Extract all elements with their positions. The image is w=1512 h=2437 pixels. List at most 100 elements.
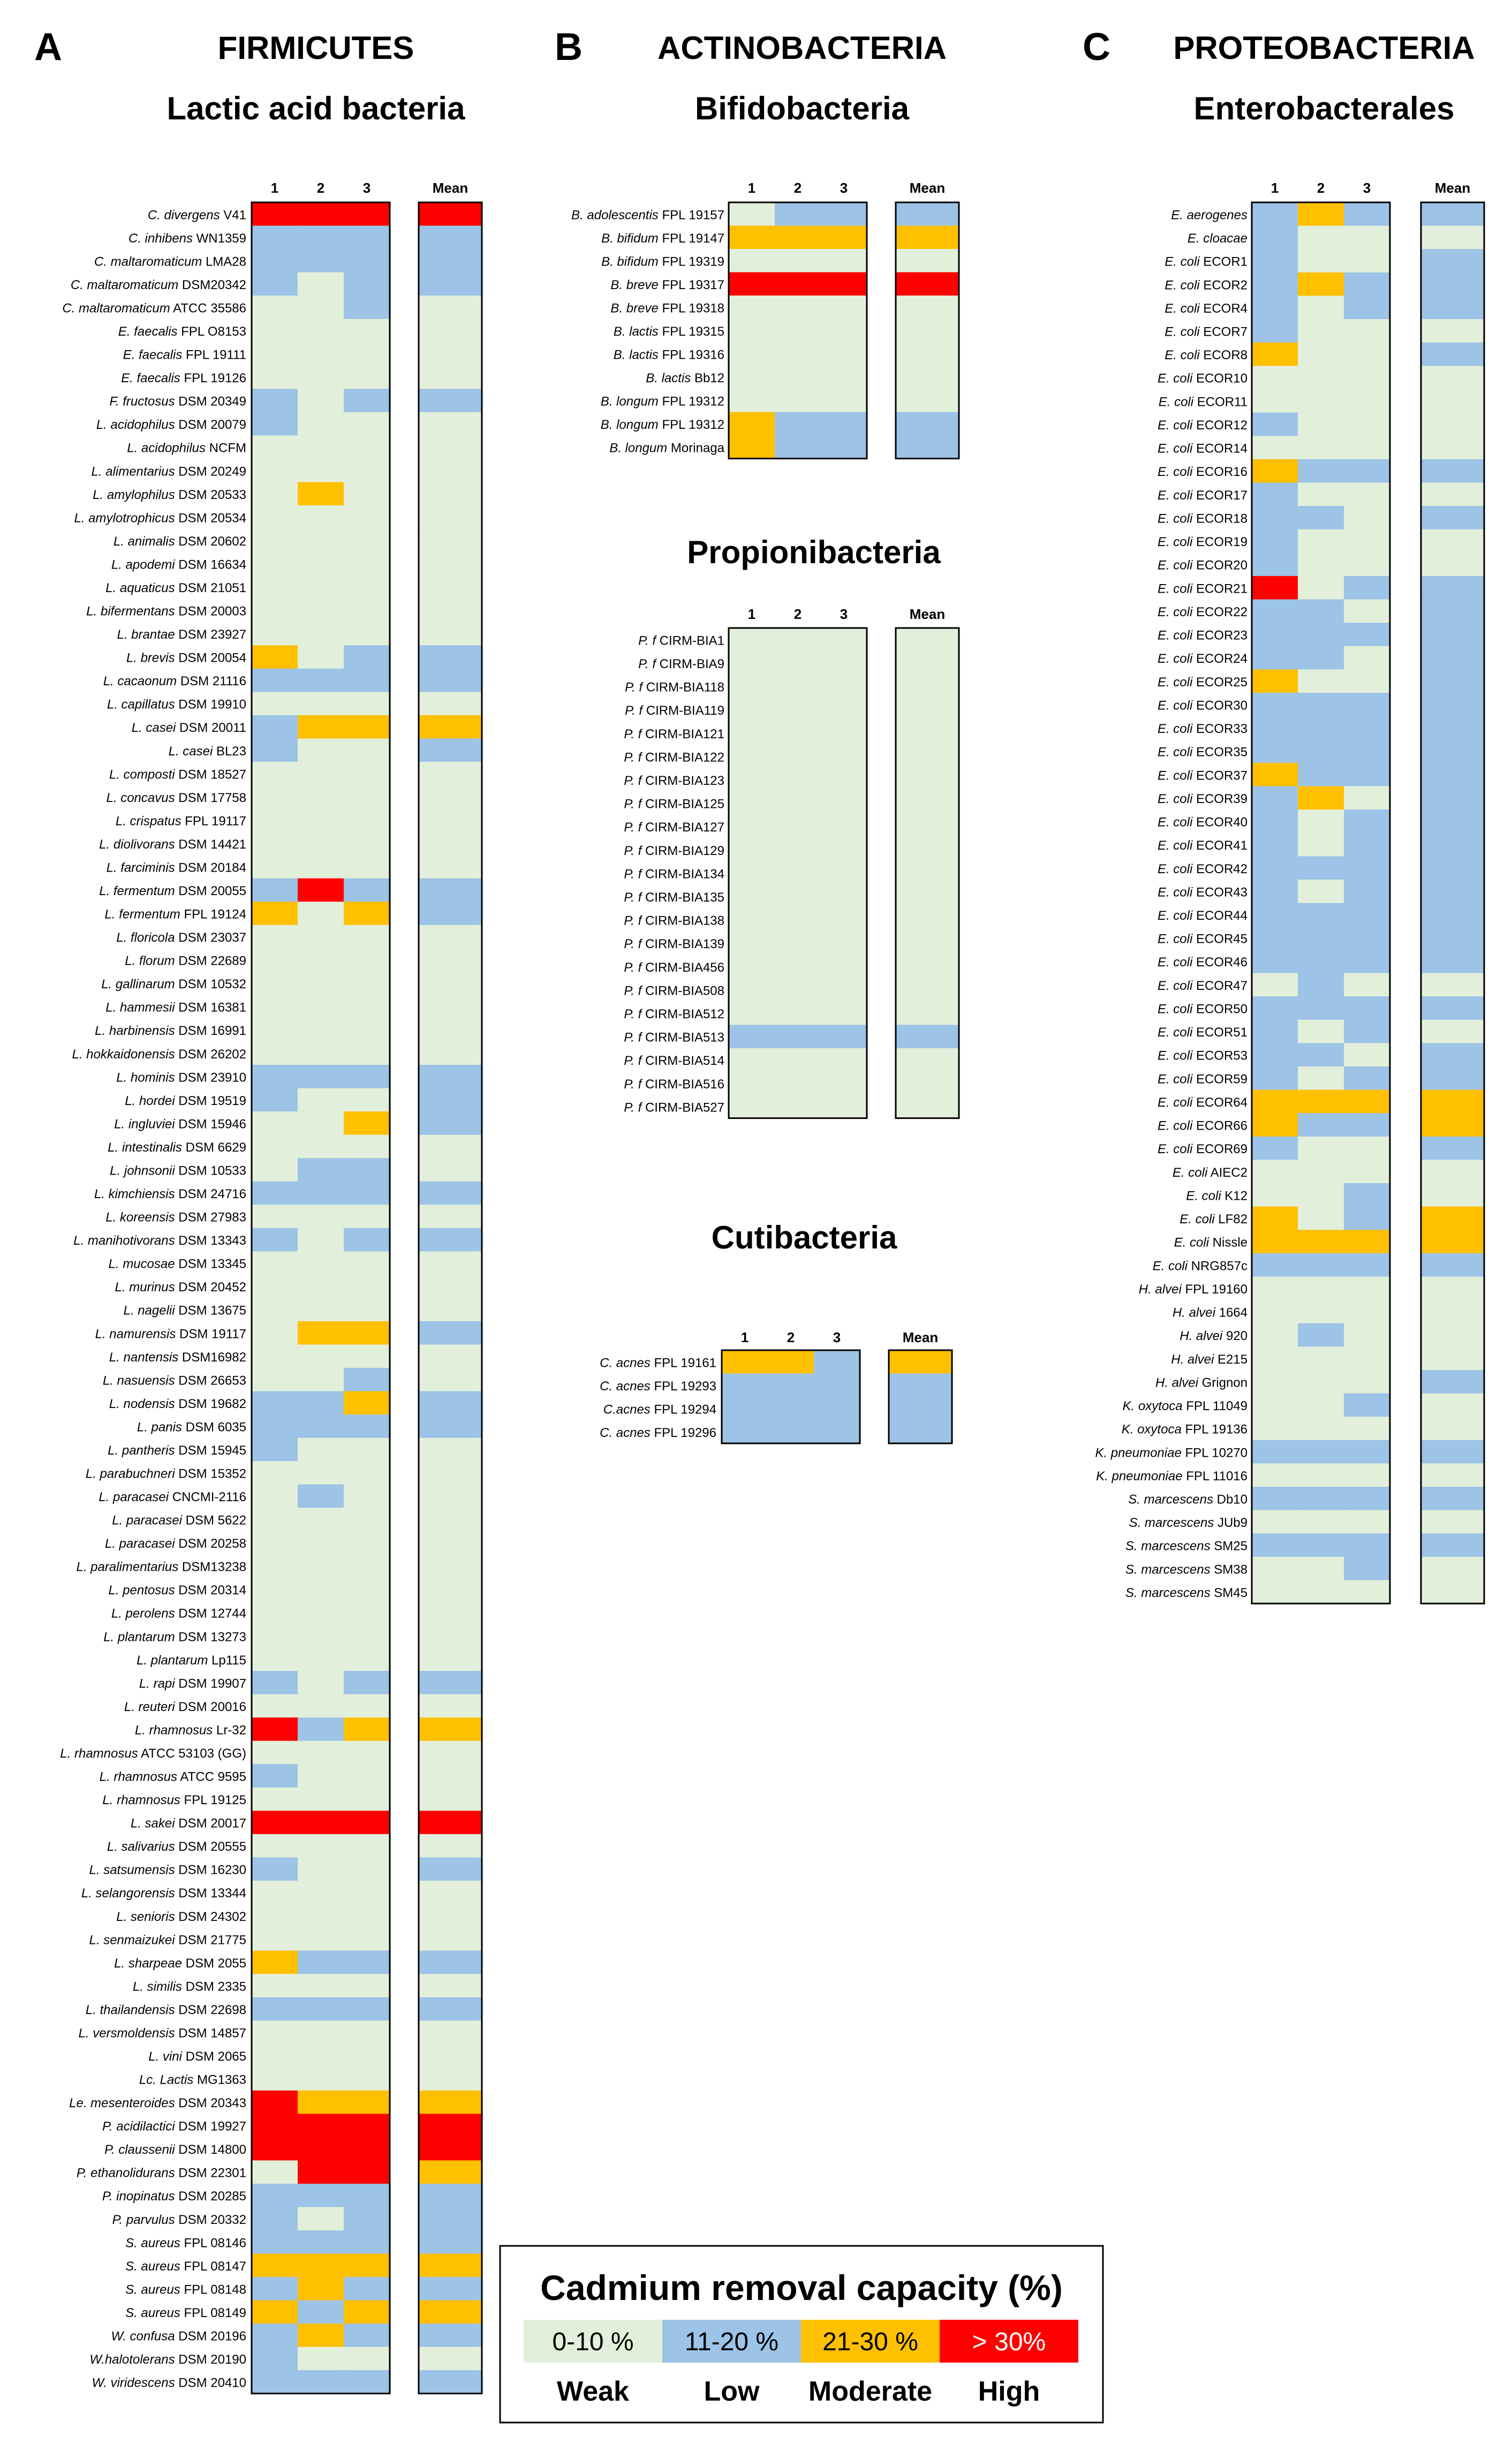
heatmap-cell [1344, 1323, 1390, 1347]
heatmap-cell [252, 785, 298, 809]
heatmap-cell [821, 768, 867, 792]
row-label: E. coli ECOR53 [1158, 1049, 1248, 1063]
heatmap-cell [252, 1671, 298, 1695]
mean-cell [896, 698, 959, 722]
mean-cell [419, 1391, 482, 1415]
heatmap-cell [1344, 202, 1390, 226]
heatmap-cell [298, 2324, 344, 2348]
heatmap-cell [298, 1787, 344, 1811]
heatmap-cell [344, 202, 390, 226]
heatmap-cell [1252, 1487, 1298, 1511]
row-label: L. versmoldensis DSM 14857 [79, 2026, 246, 2040]
heatmap-cell [298, 971, 344, 995]
heatmap-cell [344, 738, 390, 762]
heatmap-cell [1298, 1183, 1344, 1207]
heatmap-cell [729, 861, 775, 886]
heatmap-cell [344, 902, 390, 926]
row-label: L. satsumensis DSM 16230 [89, 1863, 246, 1878]
heatmap-cell [1252, 1393, 1298, 1417]
heatmap-cell [1344, 762, 1390, 787]
row-label: E. coli ECOR7 [1165, 325, 1248, 339]
heatmap-cell [252, 668, 298, 692]
row-label: B. bifidum FPL 19319 [601, 254, 724, 269]
heatmap-cell [298, 1321, 344, 1345]
grid-border [721, 1349, 861, 1444]
heatmap-cell [775, 1048, 821, 1072]
mean-cell [1421, 1580, 1485, 1604]
column-header: 1 [748, 606, 755, 622]
heatmap-cell [344, 1228, 390, 1252]
heatmap-cell [821, 675, 867, 699]
mean-cell [419, 319, 482, 343]
heatmap-cell [298, 435, 344, 459]
heatmap-cell [298, 925, 344, 949]
heatmap-cell [344, 1018, 390, 1042]
heatmap-cell [821, 908, 867, 932]
heatmap-cell [298, 2300, 344, 2324]
row-label: L. mucosae DSM 13345 [109, 1257, 246, 1272]
heatmap-cell [344, 1088, 390, 1112]
heatmap-cell [1344, 366, 1390, 390]
heatmap-cell [1252, 1230, 1298, 1254]
heatmap-cell [344, 1764, 390, 1788]
heatmap-cell [344, 1531, 390, 1555]
heatmap-cell [1344, 506, 1390, 530]
row-label: E. coli ECOR40 [1158, 815, 1248, 830]
mean-cell [419, 1205, 482, 1229]
mean-cell [896, 365, 959, 389]
grid-border [728, 627, 868, 1119]
heatmap-cell [729, 1095, 775, 1119]
heatmap-cell [1344, 1393, 1390, 1417]
mean-cell [1421, 786, 1485, 810]
heatmap-cell [821, 319, 867, 343]
legend-swatch-weak [524, 2320, 662, 2363]
panel-letter: A [34, 26, 62, 69]
heatmap-cell [252, 971, 298, 995]
row-label: E. coli ECOR21 [1158, 581, 1248, 596]
heatmap-cell [298, 668, 344, 692]
row-label: L. salivarius DSM 20555 [107, 1840, 246, 1854]
heatmap-cell [252, 2370, 298, 2394]
heatmap-cell [252, 2207, 298, 2231]
row-label: P. f CIRM-BIA514 [624, 1054, 724, 1068]
heatmap-cell [1298, 832, 1344, 857]
mean-cell [1421, 669, 1485, 693]
row-label: E. coli ECOR35 [1158, 745, 1248, 760]
heatmap-cell [821, 955, 867, 979]
heatmap-cell [1298, 693, 1344, 717]
heatmap-cell [1252, 202, 1298, 226]
heatmap-cell [252, 1088, 298, 1112]
heatmap-cell [252, 1577, 298, 1601]
mean-cell [896, 675, 959, 699]
row-label: E. coli ECOR24 [1158, 652, 1248, 666]
row-label: C. acnes FPL 19296 [600, 1426, 716, 1440]
heatmap-cell [1252, 1580, 1298, 1604]
row-label: P. f CIRM-BIA138 [624, 914, 724, 928]
heatmap-cell [814, 1420, 860, 1444]
row-label: P. parvulus DSM 20332 [112, 2213, 246, 2227]
mean-cell [1421, 576, 1485, 600]
row-label: E. coli ECOR46 [1158, 955, 1248, 970]
row-label: B. lactis Bb12 [646, 371, 724, 385]
row-label: P. f CIRM-BIA135 [624, 890, 724, 905]
heatmap-cell [729, 1048, 775, 1072]
heatmap-cell [298, 645, 344, 669]
heatmap-cell [1298, 949, 1344, 974]
heatmap-cell [252, 2324, 298, 2348]
mean-cell [896, 955, 959, 979]
mean-cell [419, 1228, 482, 1252]
heatmap-cell [1344, 342, 1390, 366]
heatmap-cell [252, 2160, 298, 2184]
heatmap-cell [821, 814, 867, 838]
row-label: L. sakei DSM 20017 [131, 1817, 246, 1831]
heatmap-cell [298, 808, 344, 832]
mean-cell [1421, 1510, 1485, 1534]
row-label: P. ethanolidurans DSM 22301 [77, 2166, 246, 2181]
heatmap-cell [298, 342, 344, 366]
heatmap-cell [252, 1974, 298, 1998]
mean-border [888, 1349, 953, 1444]
heatmap-cell [775, 272, 821, 296]
mean-cell [896, 272, 959, 296]
mean-cell [419, 1997, 482, 2021]
heatmap-cell [1252, 1113, 1298, 1137]
